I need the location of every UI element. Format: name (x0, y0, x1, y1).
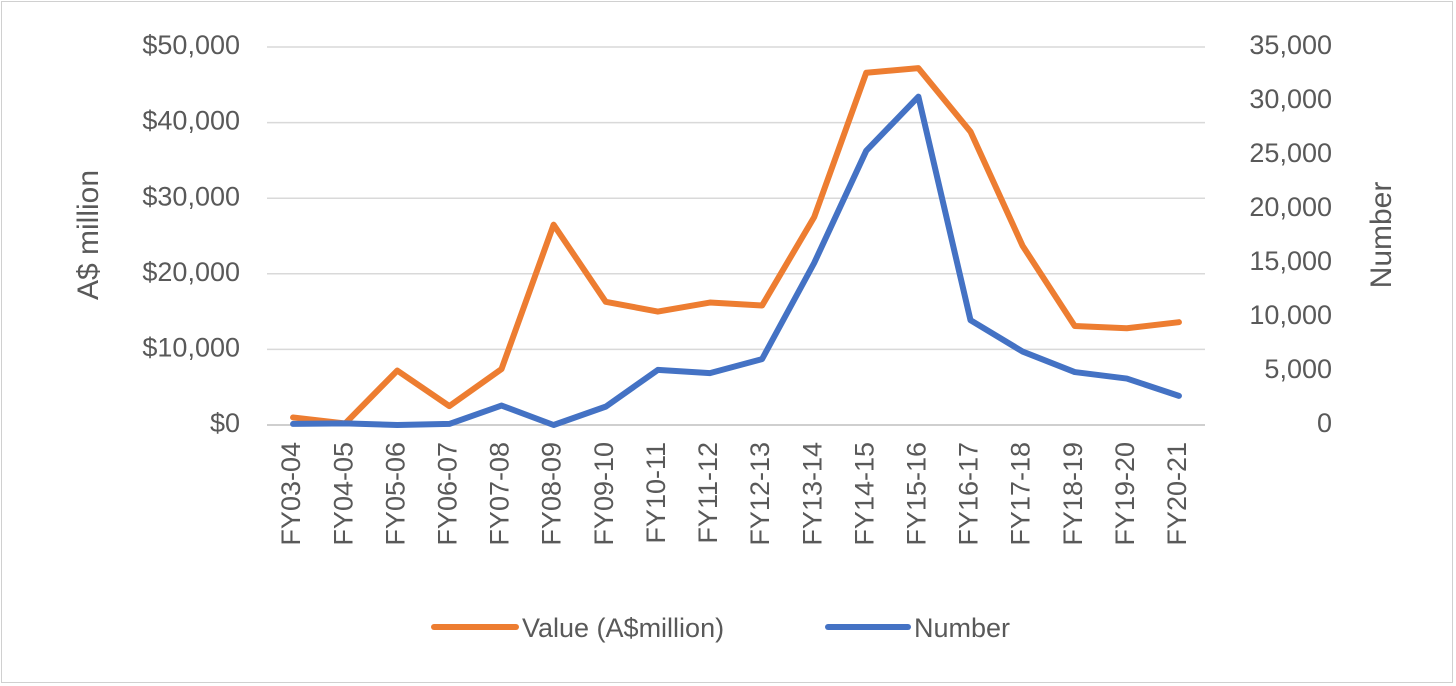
x-tick-label: FY03-04 (276, 442, 306, 546)
x-tick-label: FY14-15 (849, 442, 879, 546)
number-series-line (290, 93, 1182, 428)
y-axis-left-ticks: $0 $10,000 $20,000 $30,000 $40,000 $50,000 (142, 30, 240, 438)
x-tick-label: FY16-17 (954, 442, 984, 546)
legend-label-value: Value (A$million) (522, 613, 724, 643)
y2-tick-label: 10,000 (1249, 300, 1332, 330)
y-tick-label: $20,000 (142, 257, 240, 287)
y2-tick-label: 25,000 (1249, 138, 1332, 168)
x-tick-label: FY08-09 (537, 442, 567, 546)
x-tick-label: FY19-20 (1110, 442, 1140, 546)
gridlines (267, 46, 1205, 426)
x-tick-label: FY05-06 (380, 442, 410, 546)
series-lines (290, 65, 1182, 428)
x-tick-label: FY04-05 (328, 442, 358, 546)
y-tick-label: $50,000 (142, 30, 240, 60)
x-tick-label: FY12-13 (745, 442, 775, 546)
y-tick-label: $0 (210, 408, 240, 438)
y2-tick-label: 5,000 (1264, 354, 1332, 384)
y-tick-label: $40,000 (142, 106, 240, 136)
x-tick-label: FY10-11 (641, 442, 671, 544)
y-axis-right-title: Number (1365, 182, 1398, 289)
value-series-line (290, 65, 1182, 427)
y2-tick-label: 35,000 (1249, 30, 1332, 60)
y-tick-label: $10,000 (142, 333, 240, 363)
y2-tick-label: 15,000 (1249, 246, 1332, 276)
x-tick-label: FY20-21 (1162, 442, 1192, 546)
y2-tick-label: 30,000 (1249, 84, 1332, 114)
x-tick-label: FY17-18 (1006, 442, 1036, 546)
x-tick-label: FY09-10 (589, 442, 619, 546)
y2-tick-label: 0 (1317, 408, 1332, 438)
x-tick-label: FY15-16 (902, 442, 932, 546)
y2-tick-label: 20,000 (1249, 192, 1332, 222)
x-tick-label: FY13-14 (797, 442, 827, 546)
x-tick-label: FY11-12 (693, 442, 723, 544)
x-axis-ticks: FY03-04 FY04-05 FY05-06 FY06-07 FY07-08 FY08-… (276, 442, 1192, 546)
y-axis-right-ticks: 0 5,000 10,000 15,000 20,000 25,000 30,000 35,0… (1249, 30, 1332, 438)
legend: Value (A$million) Number (431, 613, 1010, 643)
x-tick-label: FY06-07 (433, 442, 463, 546)
y-tick-label: $30,000 (142, 181, 240, 211)
x-tick-label: FY18-19 (1058, 442, 1088, 546)
x-tick-label: FY07-08 (485, 442, 515, 546)
y-axis-left-title: A$ million (72, 170, 105, 300)
legend-label-number: Number (914, 613, 1010, 643)
